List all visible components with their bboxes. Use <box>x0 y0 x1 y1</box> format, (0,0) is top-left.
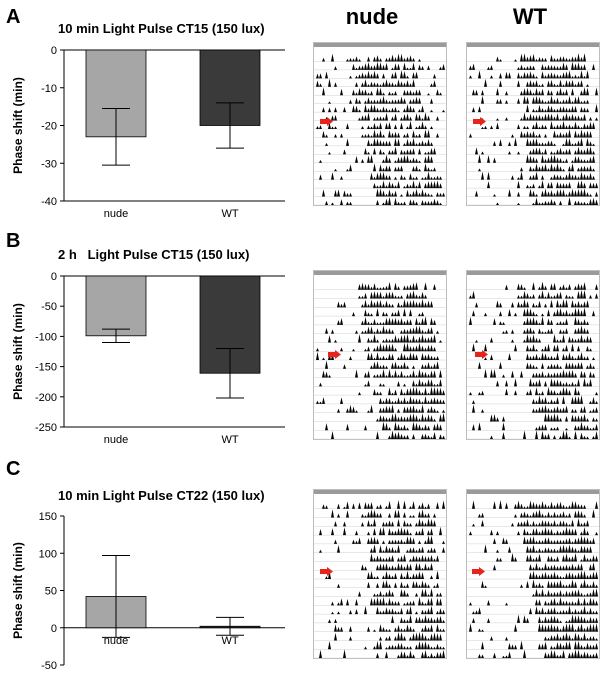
panel-letter-b: B <box>6 230 21 252</box>
y-tick-label: -30 <box>41 158 57 170</box>
y-axis-label: Phase shift (min) <box>11 303 25 400</box>
actogram-a-nude <box>313 42 447 206</box>
actogram-records <box>314 500 446 659</box>
y-tick-label: 0 <box>51 271 57 283</box>
y-tick-label: -10 <box>41 83 57 95</box>
y-tick-label: -250 <box>35 422 57 434</box>
bar-nude <box>85 275 147 337</box>
column-header-wt: WT <box>512 4 548 29</box>
y-tick-label: -40 <box>41 196 57 208</box>
x-tick-label: WT <box>221 208 238 220</box>
y-axis-label: Phase shift (min) <box>11 542 25 639</box>
y-tick-label: -100 <box>35 331 57 343</box>
panel-b-title: 2 h Light Pulse CT15 (150 lux) <box>58 247 250 262</box>
y-tick-label: -200 <box>35 392 57 404</box>
y-tick-label: -50 <box>41 301 57 313</box>
bar-chart-b: 0 -50 -100 -150 -200 -250 Phase shift (min) nud… <box>11 271 285 446</box>
y-tick-label: 0 <box>51 623 57 635</box>
x-tick-label: nude <box>104 635 128 647</box>
panel-letter-a: A <box>6 6 21 28</box>
panel-letter-c: C <box>6 458 21 480</box>
y-tick-label: 50 <box>45 586 57 598</box>
light-pulse-arrow-icon <box>473 117 486 126</box>
light-pulse-arrow-icon <box>328 350 341 359</box>
y-axis-label: Phase shift (min) <box>11 77 25 174</box>
light-pulse-arrow-icon <box>475 350 488 359</box>
x-tick-label: nude <box>104 434 128 446</box>
actogram-a-wt <box>466 42 600 206</box>
actogram-b-wt <box>466 270 600 440</box>
actogram-records <box>467 281 599 440</box>
x-tick-label: WT <box>221 635 238 647</box>
actogram-records <box>467 500 599 659</box>
y-tick-label: -50 <box>41 660 57 672</box>
actogram-c-nude <box>313 489 447 659</box>
y-tick-label: 150 <box>39 511 57 523</box>
light-pulse-arrow-icon <box>320 567 333 576</box>
actogram-records <box>314 53 446 206</box>
y-tick-label: 0 <box>51 45 57 57</box>
light-pulse-arrow-icon <box>472 567 485 576</box>
x-tick-label: WT <box>221 434 238 446</box>
panel-c-title: 10 min Light Pulse CT22 (150 lux) <box>58 488 265 503</box>
y-tick-label: -20 <box>41 121 57 133</box>
x-tick-label: nude <box>104 208 128 220</box>
column-header-nude: nude <box>345 4 399 29</box>
actogram-records <box>314 281 446 440</box>
y-tick-label: -150 <box>35 362 57 374</box>
bar-chart-c: 150 100 50 0 -50 Phase shift (min) nude WT <box>11 511 285 672</box>
panel-a-title: 10 min Light Pulse CT15 (150 lux) <box>58 21 265 36</box>
actogram-c-wt <box>466 489 600 659</box>
actogram-records <box>467 53 599 206</box>
bar-chart-a: 0 -10 -20 -30 -40 Phase shift (min) nude WT <box>11 45 285 220</box>
y-tick-label: 100 <box>39 548 57 560</box>
light-pulse-arrow-icon <box>320 117 333 126</box>
